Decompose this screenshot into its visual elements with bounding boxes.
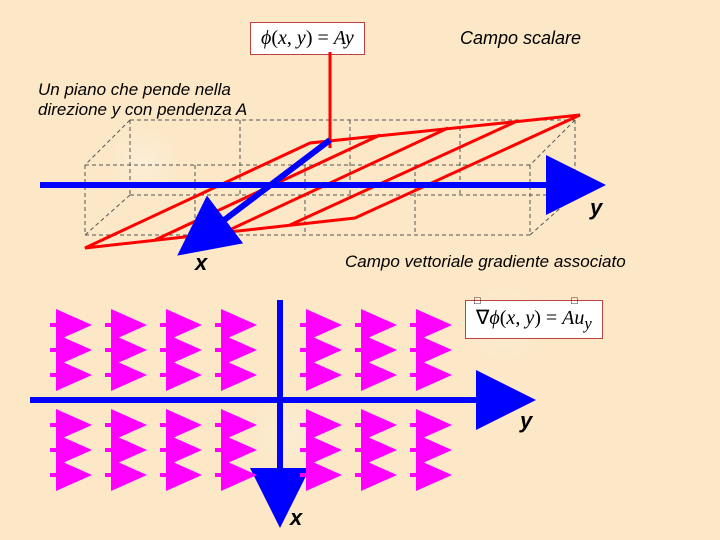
formula-bottom: ∇ϕ(x, y) = Auy □ □	[476, 307, 592, 329]
x-axis-label-top: x	[195, 250, 207, 276]
y-axis-label-bottom: y	[520, 408, 532, 434]
y-axis-label-top: y	[590, 195, 602, 221]
gradient-field-label: Campo vettoriale gradiente associato	[345, 252, 626, 272]
x-axis-label-bottom: x	[290, 505, 302, 531]
inclined-plane	[85, 115, 580, 248]
formula-bottom-box: ∇ϕ(x, y) = Auy □ □	[465, 300, 603, 339]
